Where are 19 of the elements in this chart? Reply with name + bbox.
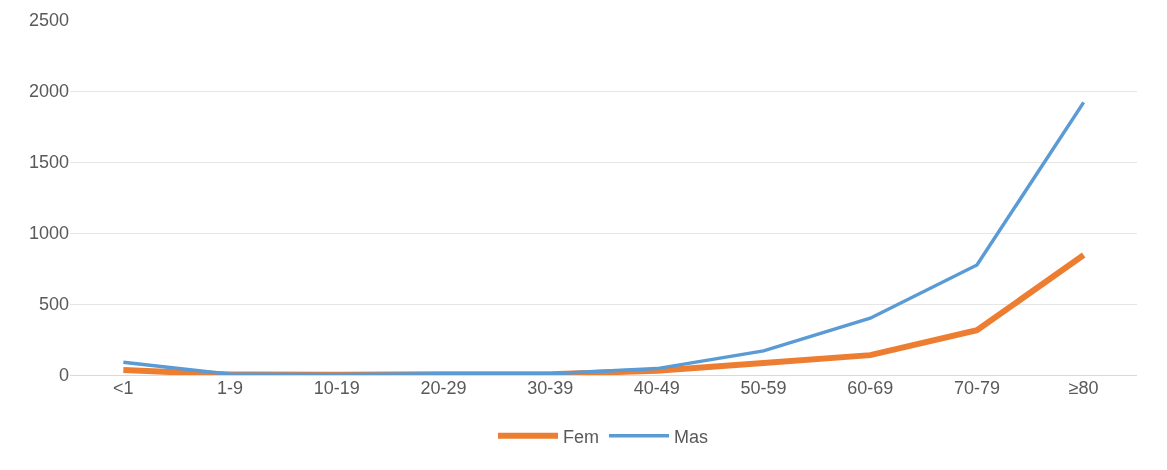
legend-label: Fem (563, 426, 599, 447)
y-tick-label: 1500 (28, 152, 69, 173)
x-tick-label: 40-49 (633, 378, 680, 398)
x-tick-label: 70-79 (953, 378, 1000, 398)
y-tick-label: 500 (38, 294, 69, 315)
line-series (121, 100, 1086, 375)
y-tick-label: 2000 (28, 81, 69, 102)
legend-label: Mas (674, 426, 709, 447)
x-tick-label: 30-39 (527, 378, 574, 398)
y-tick-label: 1000 (28, 223, 69, 244)
y-tick-label: 2500 (28, 10, 69, 31)
x-tick-label: 10-19 (313, 378, 360, 398)
y-tick-label: 0 (58, 365, 69, 386)
x-tick-label: 50-59 (740, 378, 787, 398)
x-tick-label: <1 (113, 378, 134, 398)
x-tick-label: 20-29 (420, 378, 467, 398)
x-tick-label: 60-69 (847, 378, 894, 398)
x-tick-label: 1-9 (217, 378, 244, 398)
x-tick-label: ≥80 (1068, 378, 1099, 398)
